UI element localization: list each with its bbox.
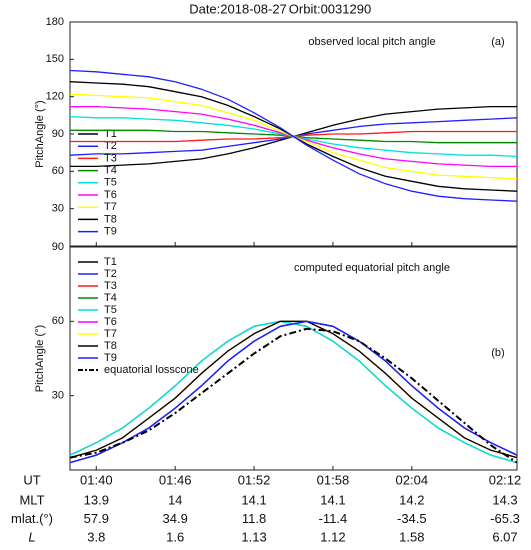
- table-cell: 14.1: [241, 492, 266, 507]
- legend-label: T4: [104, 292, 117, 304]
- legend-label: equatorial losscone: [104, 364, 199, 376]
- row-label: mlat.(°): [11, 511, 53, 526]
- y-tick-label: 180: [46, 16, 64, 28]
- plot-frame: [69, 246, 518, 471]
- series-line: [69, 320, 518, 464]
- y-tick-label: 30: [52, 390, 64, 402]
- legend-label: T8: [104, 213, 117, 225]
- table-cell: 34.9: [163, 511, 188, 526]
- y-tick-label: 90: [52, 241, 64, 253]
- panel-label: (a): [491, 36, 504, 48]
- table-cell: 1.58: [399, 529, 424, 544]
- x-tick-label: 01:40: [80, 472, 113, 487]
- table-cell: -65.3: [490, 511, 520, 526]
- series-line: [69, 320, 518, 464]
- y-tick-label: 60: [52, 315, 64, 327]
- legend-label: T3: [104, 152, 117, 164]
- table-cell: 13.9: [84, 492, 109, 507]
- x-tick-label: 02:12: [489, 472, 522, 487]
- annotation: observed local pitch angle: [308, 36, 435, 48]
- series-line: [69, 327, 518, 464]
- series-line: [69, 69, 518, 202]
- x-tick-label: 02:04: [396, 472, 429, 487]
- x-axis-label: UT: [23, 472, 40, 487]
- table-cell: 14.1: [320, 492, 345, 507]
- legend-label: T2: [104, 268, 117, 280]
- x-tick-label: 01:52: [238, 472, 271, 487]
- legend-label: T2: [104, 140, 117, 152]
- legend-label: T7: [104, 328, 117, 340]
- orbit-title: Orbit:0031290: [289, 1, 371, 16]
- table-cell: 14.3: [492, 492, 517, 507]
- y-tick-label: 30: [52, 203, 64, 215]
- table-cell: 11.8: [242, 511, 266, 526]
- legend-label: T6: [104, 316, 117, 328]
- series-line: [69, 320, 518, 459]
- legend-label: T9: [104, 352, 117, 364]
- y-tick-label: 120: [46, 91, 64, 103]
- x-tick-label: 01:46: [159, 472, 192, 487]
- series-line: [69, 320, 518, 459]
- y-axis-label: PitchAngle (°): [34, 100, 46, 167]
- row-label: MLT: [19, 492, 44, 507]
- table-cell: 14.2: [399, 492, 424, 507]
- annotation: computed equatorial pitch angle: [294, 262, 450, 274]
- legend-label: T6: [104, 189, 117, 201]
- y-tick-label: 60: [52, 165, 64, 177]
- table-cell: 14: [168, 492, 182, 507]
- legend-label: T9: [104, 226, 117, 238]
- table-cell: 1.13: [241, 529, 266, 544]
- series-line: [69, 320, 518, 464]
- series-line: [69, 320, 518, 464]
- legend-label: T4: [104, 165, 117, 177]
- table-cell: 57.9: [84, 511, 109, 526]
- legend-label: T5: [104, 304, 117, 316]
- date-title: Date:2018-08-27: [189, 1, 287, 16]
- series-line: [69, 320, 518, 459]
- legend-label: T5: [104, 177, 117, 189]
- table-cell: -11.4: [319, 511, 348, 526]
- legend-label: T1: [104, 256, 117, 268]
- table-cell: -34.5: [397, 511, 427, 526]
- x-tick-label: 01:58: [317, 472, 350, 487]
- y-tick-label: 90: [52, 128, 64, 140]
- plot-frame: [69, 21, 518, 247]
- table-cell: 6.07: [492, 529, 517, 544]
- row-label: L: [28, 529, 35, 544]
- legend-label: T8: [104, 340, 117, 352]
- y-axis-label: PitchAngle (°): [34, 325, 46, 392]
- legend-label: T3: [104, 280, 117, 292]
- y-tick-label: 150: [46, 53, 64, 65]
- legend-label: T7: [104, 201, 117, 213]
- table-cell: 1.6: [166, 529, 184, 544]
- table-cell: 3.8: [87, 529, 105, 544]
- series-line: [69, 320, 518, 459]
- series-line: [69, 320, 518, 464]
- table-cell: 1.12: [320, 529, 345, 544]
- panel-label: (b): [491, 347, 504, 359]
